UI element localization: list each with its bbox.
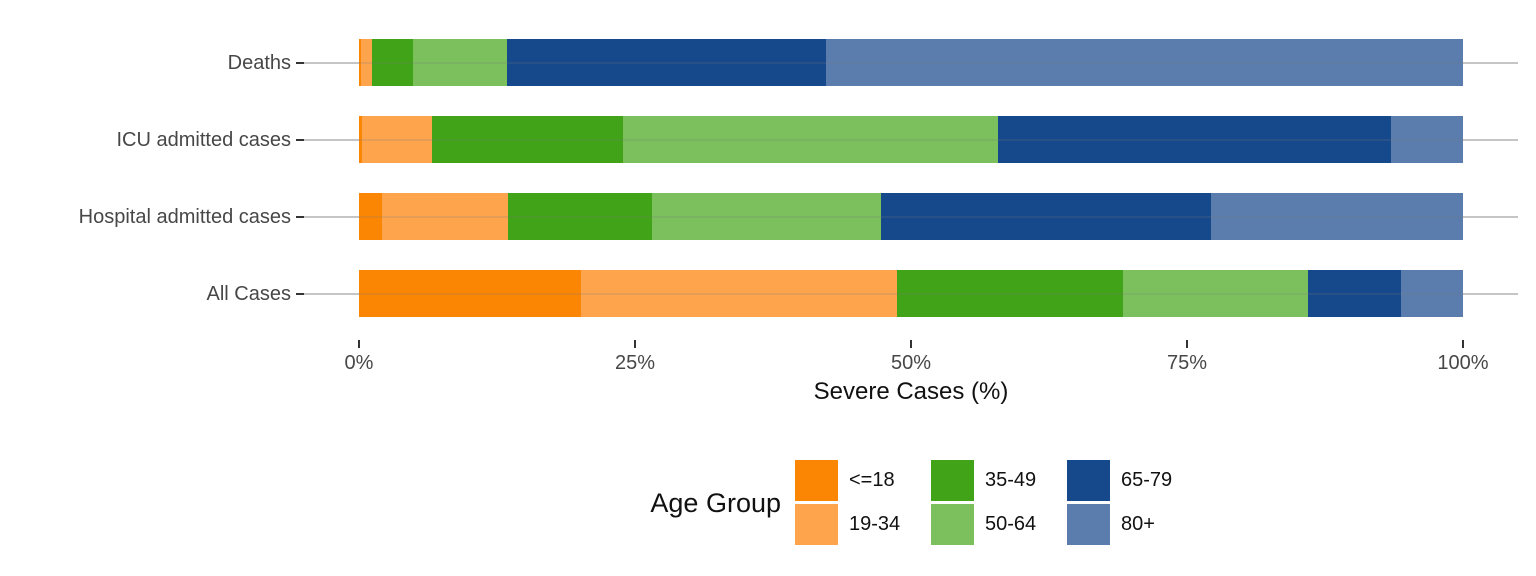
bar-segment-age-3549	[431, 116, 623, 163]
y-axis-tick	[296, 138, 308, 141]
bar-segment-age-1934	[361, 39, 373, 86]
legend-label: 35-49	[985, 469, 1037, 491]
bar-icu-admitted-cases	[359, 116, 1463, 163]
bar-segment-age-1934	[580, 270, 897, 317]
x-axis-tick-label: 75%	[1166, 352, 1208, 374]
gridline-overlay	[304, 215, 1518, 218]
legend-swatch	[795, 504, 838, 545]
x-axis-tick-label: 0%	[344, 352, 374, 374]
x-axis-tick-label: 100%	[1437, 352, 1489, 374]
bar-segment-age-18	[359, 39, 362, 86]
bar-deaths	[359, 39, 1463, 86]
x-axis-tick	[1462, 340, 1464, 348]
x-axis-tick	[1186, 340, 1188, 348]
bar-segment-age-5064	[622, 116, 999, 163]
plot-panel	[304, 16, 1518, 340]
legend-swatch	[931, 504, 974, 545]
legend-label: 50-64	[985, 513, 1037, 535]
x-axis-tick-label: 50%	[890, 352, 932, 374]
legend-item-age-18: <=18	[795, 460, 931, 501]
y-axis-tick	[296, 215, 308, 218]
bar-segment-age-80+	[1211, 193, 1463, 240]
legend-label: 80+	[1121, 513, 1155, 535]
x-axis-tick	[634, 340, 636, 348]
x-axis-tick-label: 25%	[614, 352, 656, 374]
bar-segment-age-6579	[998, 116, 1392, 163]
bar-segment-age-3549	[896, 270, 1123, 317]
legend-label: 19-34	[849, 513, 901, 535]
legend-item-age-80+: 80+	[1067, 504, 1203, 545]
bar-segment-age-3549	[508, 193, 652, 240]
x-axis-title: Severe Cases (%)	[813, 378, 1009, 405]
gridline-overlay	[304, 61, 1518, 64]
x-axis-tick	[910, 340, 912, 348]
bar-segment-age-1934	[382, 193, 509, 240]
legend-swatch	[1067, 460, 1110, 501]
y-axis-tick	[296, 61, 308, 64]
legend-item-age-6579: 65-79	[1067, 460, 1203, 501]
y-axis-label: All Cases	[206, 282, 291, 305]
bar-segment-age-3549	[372, 39, 414, 86]
bar-segment-age-6579	[1308, 270, 1402, 317]
legend-swatch	[795, 460, 838, 501]
legend-item-age-5064: 50-64	[931, 504, 1067, 545]
y-axis-tick	[296, 292, 308, 295]
bar-segment-age-6579	[506, 39, 826, 86]
y-axis-label: Deaths	[227, 51, 291, 74]
gridline-overlay	[304, 138, 1518, 141]
bar-segment-age-5064	[651, 193, 882, 240]
legend-title: Age Group	[650, 488, 781, 518]
legend-item-age-3549: 35-49	[931, 460, 1067, 501]
legend-swatch	[931, 460, 974, 501]
bar-segment-age-80+	[1391, 116, 1463, 163]
bar-segment-age-5064	[413, 39, 507, 86]
bar-segment-age-5064	[1122, 270, 1309, 317]
legend-item-age-1934: 19-34	[795, 504, 931, 545]
legend: <=18 19-34 35-49 50-64 65-79 80+	[795, 460, 1203, 545]
bar-all-cases	[359, 270, 1463, 317]
y-axis-label: ICU admitted cases	[116, 128, 291, 151]
legend-label: <=18	[849, 469, 895, 491]
legend-swatch	[1067, 504, 1110, 545]
legend-label: 65-79	[1121, 469, 1173, 491]
bar-hospital-admitted-cases	[359, 193, 1463, 240]
bar-segment-age-18	[359, 193, 383, 240]
bar-segment-age-18	[359, 116, 363, 163]
bar-segment-age-1934	[362, 116, 432, 163]
bar-segment-age-80+	[825, 39, 1463, 86]
bar-segment-age-18	[359, 270, 581, 317]
gridline-overlay	[304, 292, 1518, 295]
bar-segment-age-6579	[881, 193, 1212, 240]
x-axis-tick	[358, 340, 360, 348]
bar-segment-age-80+	[1401, 270, 1463, 317]
y-axis-label: Hospital admitted cases	[78, 205, 291, 228]
